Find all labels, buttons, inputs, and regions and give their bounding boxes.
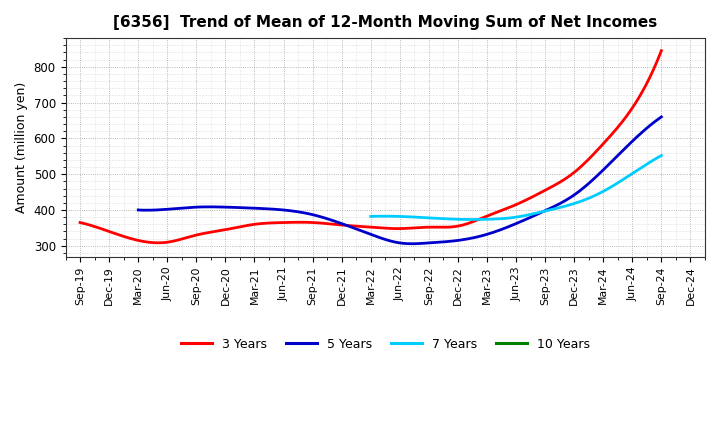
5 Years <box>134 207 143 213</box>
5 Years <box>577 187 585 193</box>
3 Years <box>424 224 433 230</box>
Legend: 3 Years, 5 Years, 7 Years, 10 Years: 3 Years, 5 Years, 7 Years, 10 Years <box>176 333 595 356</box>
7 Years <box>657 153 666 158</box>
5 Years <box>447 238 456 244</box>
Title: [6356]  Trend of Mean of 12-Month Moving Sum of Net Incomes: [6356] Trend of Mean of 12-Month Moving … <box>113 15 657 30</box>
7 Years <box>367 214 376 219</box>
5 Years <box>657 114 666 120</box>
Line: 7 Years: 7 Years <box>371 156 662 220</box>
Line: 5 Years: 5 Years <box>138 117 662 244</box>
7 Years <box>631 169 639 174</box>
3 Years <box>76 220 84 225</box>
5 Years <box>446 239 454 244</box>
7 Years <box>613 181 621 186</box>
7 Years <box>539 209 548 214</box>
5 Years <box>407 241 415 246</box>
5 Years <box>456 238 464 243</box>
5 Years <box>135 207 144 213</box>
7 Years <box>366 214 375 219</box>
Line: 3 Years: 3 Years <box>80 51 662 243</box>
3 Years <box>433 224 442 230</box>
3 Years <box>567 172 576 177</box>
3 Years <box>78 220 86 226</box>
3 Years <box>422 224 431 230</box>
7 Years <box>541 209 549 214</box>
Y-axis label: Amount (million yen): Amount (million yen) <box>15 82 28 213</box>
3 Years <box>153 240 162 246</box>
3 Years <box>657 48 666 53</box>
7 Years <box>467 217 476 222</box>
7 Years <box>545 207 554 213</box>
5 Years <box>610 157 618 162</box>
3 Years <box>605 135 613 140</box>
